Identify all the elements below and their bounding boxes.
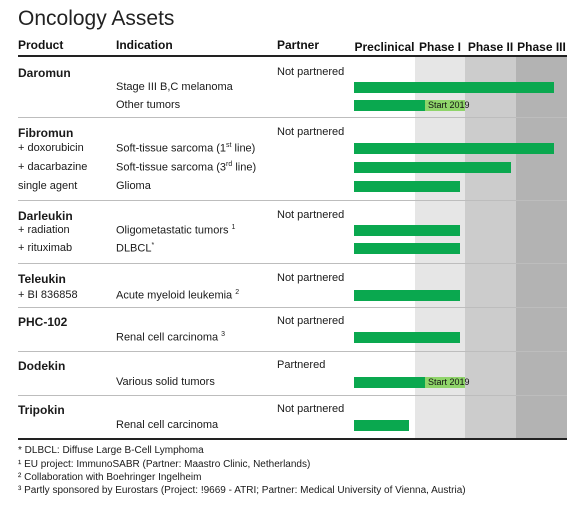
planned-extension-bar (425, 377, 465, 388)
progress-bar (354, 82, 555, 93)
phase-band-phase-iii (516, 56, 567, 439)
indication-label: Other tumors (116, 99, 181, 111)
partner-status: Not partnered (277, 272, 345, 284)
indication-label: Soft-tissue sarcoma (1st line) (116, 142, 256, 155)
phase-header-phase-i: Phase I (418, 40, 462, 54)
row-group-divider (18, 307, 567, 308)
combination-label: + radiation (18, 224, 70, 236)
product-name: Darleukin (18, 209, 73, 223)
product-name: Tripokin (18, 403, 65, 417)
footnote: * DLBCL: Diffuse Large B-Cell Lymphoma (18, 445, 204, 456)
indication-label: Renal cell carcinoma (116, 419, 219, 431)
row-group-divider (18, 351, 567, 352)
combination-label: single agent (18, 180, 78, 192)
phase-header-phase-ii: Phase II (467, 40, 514, 54)
header-product: Product (18, 38, 64, 52)
phase-header-preclinical: Preclinical (354, 40, 415, 54)
product-name: Fibromun (18, 126, 74, 140)
indication-label: DLBCL* (116, 242, 155, 255)
footnote: ² Collaboration with Boehringer Ingelhei… (18, 472, 202, 483)
footnote: ³ Partly sponsored by Eurostars (Project… (18, 485, 466, 496)
planned-extension-bar (425, 100, 465, 111)
combination-label: + rituximab (18, 242, 73, 254)
indication-label: Various solid tumors (116, 376, 215, 388)
progress-bar (354, 290, 460, 301)
header-indication: Indication (116, 38, 173, 52)
header-partner: Partner (277, 38, 320, 52)
page-title: Oncology Assets (18, 7, 175, 30)
partner-status: Not partnered (277, 403, 345, 415)
partner-status: Not partnered (277, 315, 345, 327)
combination-label: + dacarbazine (18, 161, 88, 173)
progress-bar (354, 243, 460, 254)
row-group-divider (18, 395, 567, 396)
partner-status: Not partnered (277, 66, 345, 78)
indication-label: Stage III B,C melanoma (116, 81, 233, 93)
product-name: Teleukin (18, 272, 66, 286)
progress-bar (354, 420, 409, 431)
combination-label: + BI 836858 (18, 289, 78, 301)
product-name: PHC-102 (18, 315, 68, 329)
progress-bar (354, 100, 425, 111)
indication-label: Acute myeloid leukemia 2 (116, 289, 240, 302)
product-name: Daromun (18, 66, 71, 80)
indication-label: Glioma (116, 180, 151, 192)
progress-bar (354, 162, 511, 173)
partner-status: Not partnered (277, 126, 345, 138)
footnote: ¹ EU project: ImmunoSABR (Partner: Maast… (18, 459, 311, 470)
progress-bar (354, 377, 425, 388)
progress-bar (354, 181, 460, 192)
row-group-divider (18, 117, 567, 118)
table-bottom-divider (18, 438, 567, 440)
phase-header-phase-iii: Phase III (517, 40, 566, 54)
row-group-divider (18, 263, 567, 264)
progress-bar (354, 225, 460, 236)
partner-status: Not partnered (277, 209, 345, 221)
indication-label: Oligometastatic tumors 1 (116, 224, 236, 237)
product-name: Dodekin (18, 359, 66, 373)
progress-bar (354, 332, 460, 343)
phase-band-phase-ii (465, 56, 516, 439)
row-group-divider (18, 200, 567, 201)
start-note-label: Start 2019 (428, 377, 470, 387)
partner-status: Partnered (277, 359, 326, 371)
progress-bar (354, 143, 555, 154)
indication-label: Renal cell carcinoma 3 (116, 331, 226, 344)
indication-label: Soft-tissue sarcoma (3rd line) (116, 161, 257, 174)
start-note-label: Start 2019 (428, 100, 470, 110)
header-divider (18, 55, 567, 57)
combination-label: + doxorubicin (18, 142, 84, 154)
